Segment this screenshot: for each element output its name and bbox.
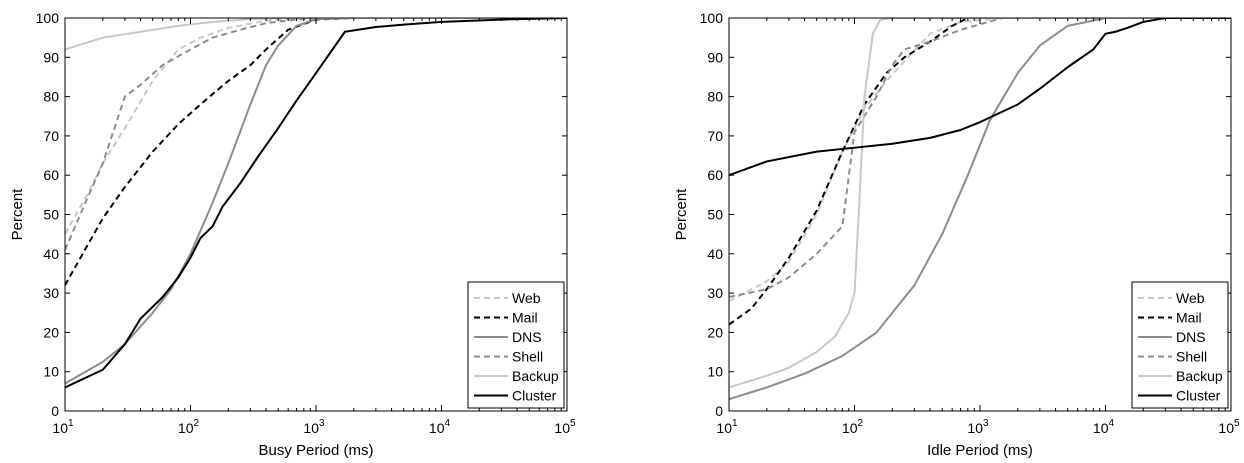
legend: Web Mail DNS Shell Backup Cluster — [467, 281, 565, 409]
series-line-web — [65, 18, 567, 235]
y-tick-label: 20 — [43, 324, 59, 340]
y-tick-label: 70 — [43, 128, 59, 144]
y-tick-label: 50 — [707, 207, 723, 223]
x-tick-label: 103 — [303, 418, 325, 436]
y-tick-label: 80 — [43, 89, 59, 105]
y-tick-label: 40 — [707, 246, 723, 262]
series-line-mail — [729, 18, 1231, 326]
legend-box — [1131, 281, 1229, 409]
y-tick-label: 60 — [707, 167, 723, 183]
y-tick-label: 100 — [36, 10, 60, 26]
x-tick-label: 105 — [1218, 418, 1240, 436]
legend-label-web: Web — [1176, 290, 1205, 306]
x-tick-label: 103 — [967, 418, 989, 436]
legend-label-cluster: Cluster — [1176, 388, 1221, 404]
y-tick-label: 40 — [43, 246, 59, 262]
legend-label-shell: Shell — [1176, 349, 1207, 365]
y-axis-label: Percent — [9, 188, 26, 241]
y-tick-label: 30 — [707, 285, 723, 301]
chart-panel-2: 0 10 20 30 40 50 60 70 80 90 100 101 102 103 104 105 Idl… — [673, 10, 1240, 459]
y-tick-label: 0 — [715, 403, 723, 419]
legend: Web Mail DNS Shell Backup Cluster — [1131, 281, 1229, 409]
series-line-dns — [65, 18, 567, 385]
y-tick-label: 10 — [43, 364, 59, 380]
y-tick-label: 70 — [707, 128, 723, 144]
x-axis-label: Idle Period (ms) — [927, 442, 1033, 458]
y-tick-label: 20 — [707, 324, 723, 340]
x-tick-label: 104 — [1093, 418, 1115, 436]
y-axis-label: Percent — [673, 188, 690, 241]
legend-box — [467, 281, 565, 409]
legend-label-dns: DNS — [1176, 329, 1206, 345]
y-tick-label: 90 — [43, 49, 59, 65]
series-lines — [729, 18, 1231, 401]
y-tick-label: 80 — [707, 89, 723, 105]
x-tick-label: 101 — [716, 418, 738, 436]
series-line-cluster — [65, 18, 567, 389]
series-line-dns — [729, 18, 1231, 401]
x-tick-label: 102 — [842, 418, 864, 436]
series-line-cluster — [729, 18, 1231, 177]
legend-label-mail: Mail — [1176, 310, 1202, 326]
chart-panel-1: 0 10 20 30 40 50 60 70 80 90 100 101 102 103 104 105 Bus… — [9, 10, 576, 459]
x-tick-label: 101 — [52, 418, 74, 436]
y-tick-label: 10 — [707, 364, 723, 380]
x-tick-label: 102 — [178, 418, 200, 436]
x-tick-label: 105 — [554, 418, 576, 436]
y-tick-label: 90 — [707, 49, 723, 65]
legend-label-dns: DNS — [512, 329, 542, 345]
legend-label-mail: Mail — [512, 310, 538, 326]
series-line-shell — [729, 18, 1231, 299]
series-line-shell — [65, 18, 567, 251]
series-line-backup — [729, 18, 1231, 389]
y-tick-label: 100 — [700, 10, 724, 26]
legend-label-shell: Shell — [512, 349, 543, 365]
x-axis-label: Busy Period (ms) — [258, 442, 373, 458]
y-tick-label: 30 — [43, 285, 59, 301]
series-line-mail — [65, 18, 567, 286]
legend-label-backup: Backup — [512, 368, 559, 384]
legend-label-web: Web — [512, 290, 541, 306]
y-tick-label: 60 — [43, 167, 59, 183]
x-tick-label: 104 — [429, 418, 451, 436]
legend-label-cluster: Cluster — [512, 388, 557, 404]
y-tick-label: 0 — [51, 403, 59, 419]
y-tick-label: 50 — [43, 207, 59, 223]
legend-label-backup: Backup — [1176, 368, 1223, 384]
series-line-web — [729, 18, 1231, 302]
